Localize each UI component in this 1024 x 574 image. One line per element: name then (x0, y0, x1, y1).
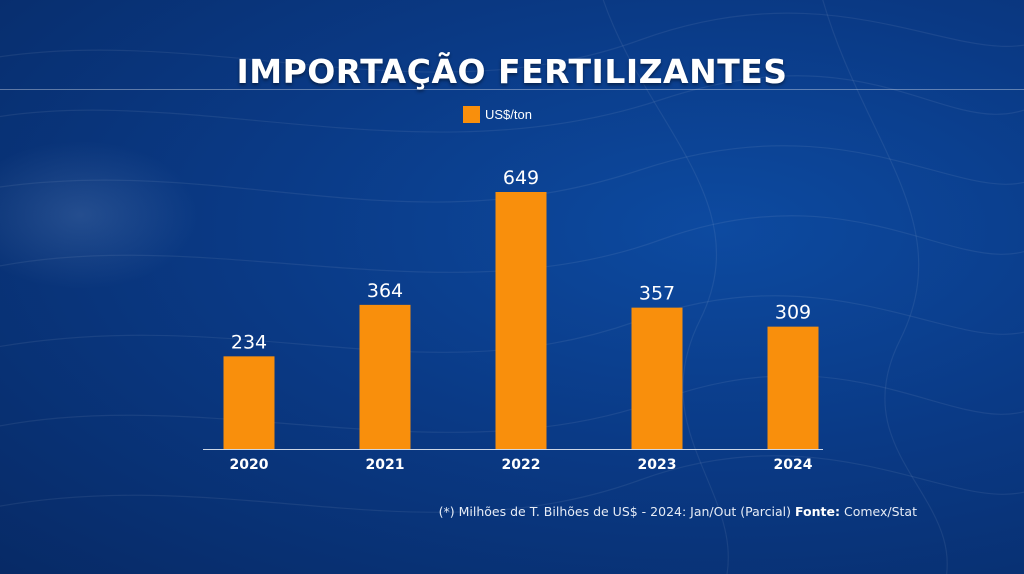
data-label-2022: 649 (503, 167, 539, 189)
data-label-2024: 309 (775, 302, 811, 324)
legend-label: US$/ton (485, 106, 532, 122)
title-underline (0, 89, 1024, 90)
bar-2022 (495, 192, 547, 449)
legend-swatch (463, 105, 480, 123)
background-tractor-image (0, 140, 200, 290)
footer-source-label: Fonte: (795, 504, 840, 519)
data-label-2021: 364 (367, 280, 403, 302)
bar-2020 (223, 356, 275, 449)
footer-note: (*) Milhões de T. Bilhões de US$ - 2024:… (439, 504, 917, 519)
bar-2024 (767, 326, 819, 449)
data-label-2023: 357 (639, 283, 675, 305)
x-tick-label-2021: 2021 (366, 457, 405, 473)
x-tick-label-2023: 2023 (638, 457, 677, 473)
footer-note-text: (*) Milhões de T. Bilhões de US$ - 2024:… (438, 504, 792, 519)
bar-2021 (359, 304, 411, 449)
x-tick-label-2020: 2020 (230, 457, 269, 473)
footer-source-value: Comex/Stat (843, 504, 917, 519)
data-label-2020: 234 (231, 331, 267, 353)
x-tick-label-2022: 2022 (502, 457, 541, 473)
title-container: IMPORTAÇÃO FERTILIZANTES (0, 52, 1024, 91)
bar-2023 (631, 307, 683, 449)
chart-title: IMPORTAÇÃO FERTILIZANTES (236, 52, 788, 91)
x-tick-label-2024: 2024 (774, 457, 813, 473)
legend: US$/ton (463, 105, 532, 123)
